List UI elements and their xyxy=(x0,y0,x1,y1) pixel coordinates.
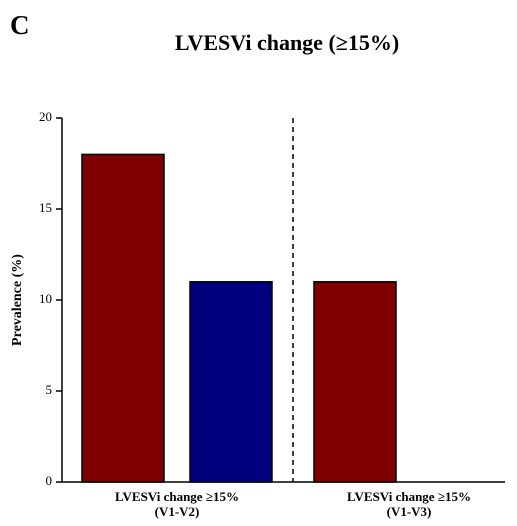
y-tick-label: 15 xyxy=(39,200,52,215)
x-tick-label: (V1-V3) xyxy=(387,504,432,519)
x-tick-label: LVESVi change ≥15% xyxy=(115,489,239,504)
y-axis-label: Prevalence (%) xyxy=(10,254,25,346)
chart-title: LVESVi change (≥15%) xyxy=(175,30,399,55)
panel-label: C xyxy=(10,10,30,40)
y-tick-label: 0 xyxy=(46,473,53,488)
y-tick-label: 10 xyxy=(39,291,52,306)
y-tick-label: 5 xyxy=(46,382,53,397)
bar xyxy=(81,153,165,483)
y-tick-label: 20 xyxy=(39,109,52,124)
bar xyxy=(313,281,397,483)
bar xyxy=(189,281,273,483)
x-tick-label: LVESVi change ≥15% xyxy=(347,489,471,504)
x-tick-label: (V1-V2) xyxy=(155,504,200,519)
